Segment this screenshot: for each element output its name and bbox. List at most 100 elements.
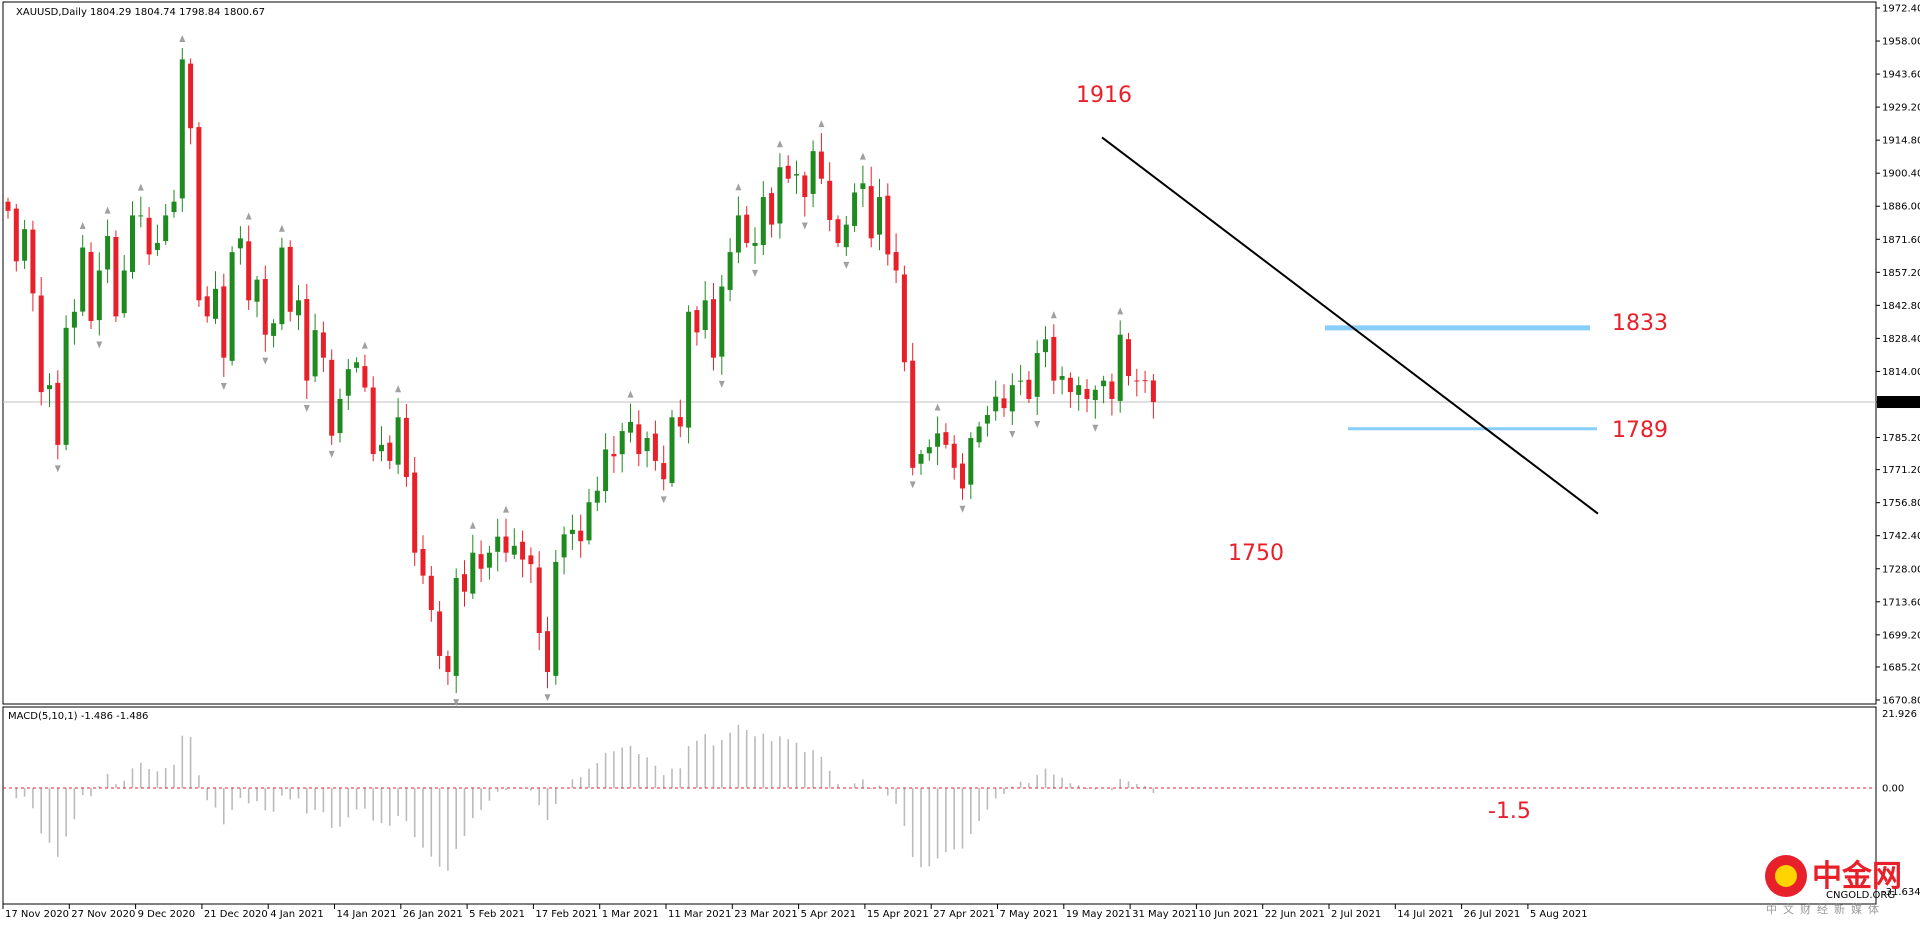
candle-body	[827, 180, 833, 221]
candle-body	[586, 502, 592, 541]
fractal-up-marker	[395, 385, 402, 393]
price-tick-label: 1871.60	[1882, 235, 1920, 246]
candle-body	[22, 229, 28, 261]
fractal-down-marker	[54, 465, 61, 473]
candle-body	[1067, 377, 1073, 393]
candle-body	[777, 167, 783, 224]
candle-body	[719, 286, 725, 357]
candle-body	[520, 541, 526, 560]
candle	[287, 240, 293, 322]
candle-body	[403, 417, 409, 477]
current-price-badge	[1877, 396, 1920, 409]
candle-body	[345, 369, 351, 396]
candle-body	[362, 366, 368, 388]
candle-body	[428, 575, 434, 611]
annotation-1789: 1789	[1612, 418, 1668, 443]
candle	[337, 388, 343, 443]
price-tick-label: 1943.60	[1882, 70, 1920, 81]
price-tick-label: 1972.40	[1882, 4, 1920, 15]
candle-body	[528, 555, 534, 565]
price-tick-label: 1814.00	[1882, 367, 1920, 378]
candle	[1009, 373, 1015, 425]
candle	[420, 535, 426, 585]
candle	[960, 453, 965, 500]
candle-body	[262, 279, 268, 335]
candle-body	[1076, 385, 1082, 395]
candle-body	[329, 359, 335, 436]
candle	[818, 133, 824, 185]
candle	[1150, 374, 1156, 419]
candle-body	[445, 656, 451, 673]
candle	[794, 160, 799, 194]
candle	[984, 405, 990, 437]
candle	[1084, 379, 1090, 413]
candle	[901, 265, 907, 372]
date-tick-label: 4 Jan 2021	[270, 909, 324, 920]
macd-chart-frame	[2, 706, 1877, 905]
candle	[486, 545, 492, 580]
candle	[777, 153, 783, 239]
price-tick-label: 1958.00	[1882, 37, 1920, 48]
candle-body	[694, 310, 700, 333]
price-tick-label: 1756.80	[1882, 498, 1920, 509]
candle-body	[71, 311, 77, 328]
date-tick-label: 1 Mar 2021	[602, 909, 659, 920]
fractal-up-marker	[627, 390, 634, 398]
candle-body	[354, 362, 360, 368]
candle-body	[1009, 385, 1015, 412]
candle-body	[918, 454, 924, 464]
candle-body	[221, 286, 227, 358]
candle-body	[395, 417, 401, 465]
candle-body	[337, 398, 343, 434]
candle	[5, 197, 11, 219]
horizontal-levels-group	[1325, 325, 1597, 431]
candle-body	[96, 270, 102, 321]
candle-body	[387, 442, 393, 461]
candle-body	[163, 215, 169, 242]
fractal-up-marker	[934, 403, 941, 411]
candle	[910, 342, 916, 476]
candle	[852, 183, 858, 233]
candle-body	[893, 252, 899, 271]
candle	[154, 224, 160, 256]
price-tick-label: 1685.20	[1882, 662, 1920, 673]
candle	[387, 435, 393, 470]
date-axis-group: 17 Nov 2020 27 Nov 2020 9 Dec 2020 21 Dec 2…	[2, 904, 1588, 920]
candle-body	[910, 360, 916, 468]
date-tick-label: 22 Jun 2021	[1265, 909, 1325, 920]
date-tick-label: 10 Jun 2021	[1198, 909, 1258, 920]
candle	[918, 449, 924, 475]
trendline-group	[1101, 136, 1599, 515]
fractal-down-marker	[660, 496, 667, 504]
candle-body	[171, 201, 177, 213]
fractal-down-marker	[1092, 424, 1099, 432]
candle-body	[976, 426, 982, 443]
candle	[711, 282, 716, 371]
candle-body	[885, 195, 891, 255]
candle	[561, 526, 567, 575]
candle-body	[279, 247, 285, 325]
candle-body	[420, 548, 426, 576]
price-tick-label: 1670.80	[1882, 696, 1920, 707]
candle	[80, 234, 86, 316]
candle-body	[154, 242, 160, 250]
main-chart-frame	[2, 1, 1877, 705]
candle-body	[55, 382, 61, 445]
candle	[943, 423, 949, 449]
candle	[262, 265, 268, 352]
candle	[63, 315, 69, 451]
downtrend-line	[1101, 136, 1599, 515]
candle	[636, 410, 642, 467]
symbol-label: XAUUSD,Daily	[16, 7, 87, 18]
candle	[545, 616, 550, 689]
candle-body	[835, 219, 841, 243]
price-axis-group: 1972.40 1958.00 1943.60 1929.20 1914.80 1900.…	[1876, 4, 1920, 707]
candle-body	[1101, 380, 1107, 387]
candle	[1101, 375, 1107, 404]
candle-body	[237, 238, 243, 249]
candle-body	[735, 215, 741, 253]
watermark: 中金网 CNGOLD.ORG 中文财经新媒体	[1765, 855, 1902, 916]
macd-tick-label: -31.634	[1882, 887, 1920, 898]
candle-body	[984, 415, 990, 424]
